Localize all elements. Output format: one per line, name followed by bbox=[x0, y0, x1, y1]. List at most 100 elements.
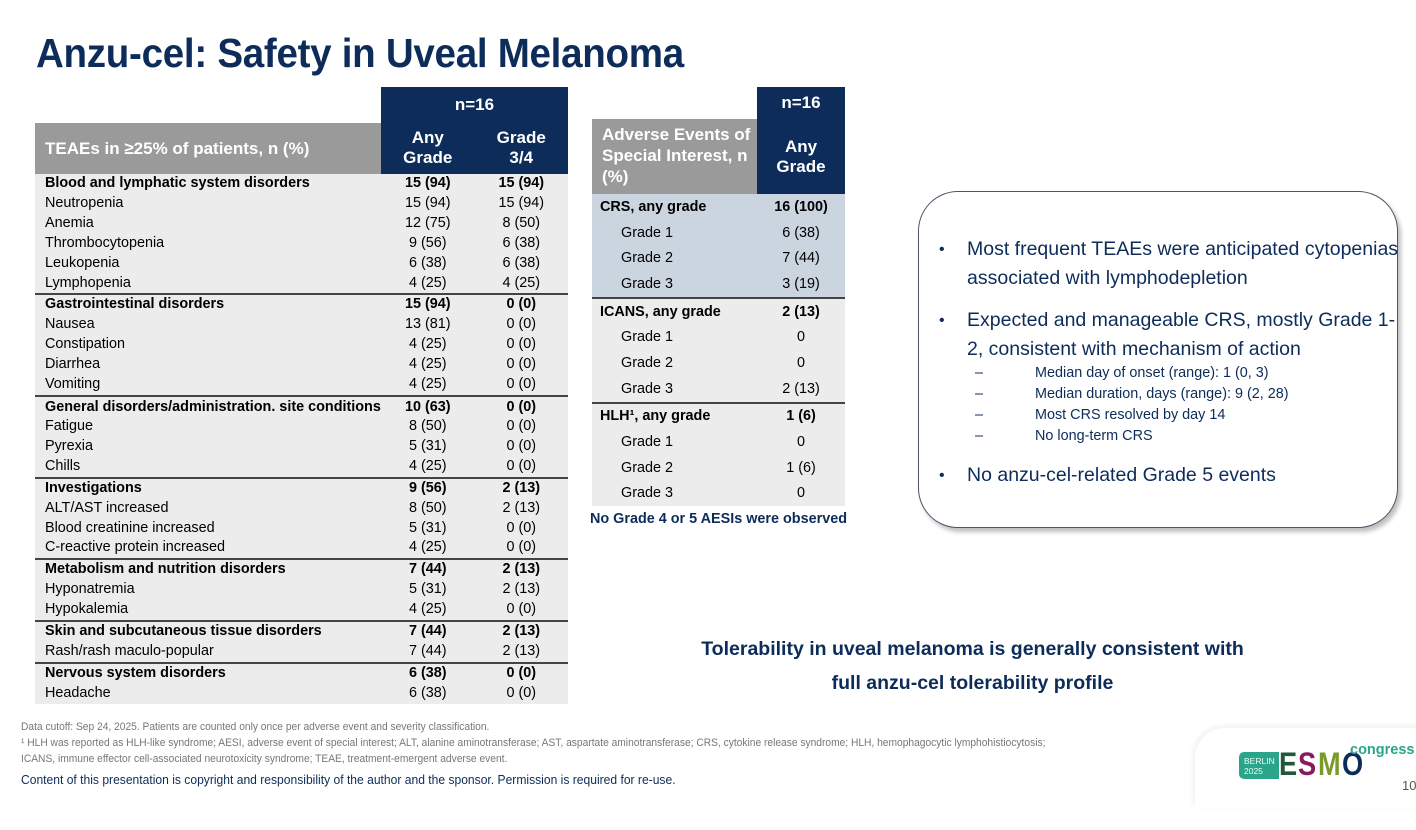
teae-event-name: General disorders/administration. site c… bbox=[45, 398, 381, 415]
teae-row: Leukopenia 6 (38) 6 (38) bbox=[35, 254, 568, 274]
teae-any-grade: 6 (38) bbox=[408, 664, 447, 681]
teae-row: C-reactive protein increased 4 (25) 0 (0) bbox=[35, 538, 568, 558]
teae-row: Constipation 4 (25) 0 (0) bbox=[35, 335, 568, 355]
aesi-any-grade: 2 (13) bbox=[782, 380, 820, 397]
teae-any-grade: 5 (31) bbox=[408, 581, 447, 598]
teae-event-name: Anemia bbox=[45, 214, 94, 231]
esmo-letter: O bbox=[1342, 746, 1363, 782]
key-findings-box: • Most frequent TEAEs were anticipated c… bbox=[918, 191, 1398, 528]
teae-event-name: Hypokalemia bbox=[45, 601, 129, 618]
teae-event-name: Investigations bbox=[45, 479, 142, 496]
aesi-event-name: Grade 1 bbox=[621, 434, 673, 451]
teae-grade-3-4: 2 (13) bbox=[502, 642, 541, 659]
esmo-congress-label: congress bbox=[1350, 742, 1415, 758]
teae-category-row: General disorders/administration. site c… bbox=[35, 397, 568, 417]
esmo-berlin-badge: BERLIN 2025 bbox=[1239, 752, 1279, 779]
teae-event-name: Headache bbox=[45, 684, 111, 701]
esmo-letter: S bbox=[1298, 746, 1316, 782]
teae-group: Metabolism and nutrition disorders 7 (44)… bbox=[35, 558, 568, 620]
teae-table-body: Blood and lymphatic system disorders 15 (… bbox=[35, 174, 568, 704]
teae-row: Diarrhea 4 (25) 0 (0) bbox=[35, 355, 568, 375]
teae-grade-3-4: 0 (0) bbox=[506, 376, 537, 393]
teae-grade-3-4: 0 (0) bbox=[506, 316, 537, 333]
aesi-grade-row: Grade 2 0 bbox=[592, 350, 845, 376]
teae-row: Nausea 13 (81) 0 (0) bbox=[35, 315, 568, 335]
teae-grade-3-4: 0 (0) bbox=[506, 417, 537, 434]
teae-any-grade: 15 (94) bbox=[404, 194, 451, 211]
teae-row: Hypokalemia 4 (25) 0 (0) bbox=[35, 600, 568, 620]
teae-event-name: Pyrexia bbox=[45, 437, 93, 454]
teae-col-grade-3-4: Grade 3/4 bbox=[474, 122, 568, 174]
teae-event-name: Neutropenia bbox=[45, 194, 124, 211]
teae-any-grade: 13 (81) bbox=[404, 316, 451, 333]
teae-row: Blood creatinine increased 5 (31) 0 (0) bbox=[35, 519, 568, 539]
aesi-event-name: ICANS, any grade bbox=[600, 303, 721, 320]
aesi-event-name: Grade 2 bbox=[621, 459, 673, 476]
aesi-group: ICANS, any grade 2 (13) Grade 1 0 Grade 2 0 Gr… bbox=[592, 296, 845, 402]
teae-column-header: TEAEs in ≥25% of patients, n (%) Any Gra… bbox=[35, 122, 568, 174]
aesi-header-label: Adverse Events of Special Interest, n (%… bbox=[592, 119, 757, 194]
aesi-any-grade: 7 (44) bbox=[782, 250, 820, 267]
aesi-column-header: Adverse Events of Special Interest, n (%… bbox=[592, 119, 845, 194]
teae-row: Pyrexia 5 (31) 0 (0) bbox=[35, 437, 568, 457]
aesi-any-grade: 0 bbox=[796, 485, 805, 502]
footnote-line-2: ¹ HLH was reported as HLH-like syndrome;… bbox=[21, 737, 1046, 749]
aesi-grade-row: Grade 3 2 (13) bbox=[592, 376, 845, 402]
teae-category-row: Nervous system disorders 6 (38) 0 (0) bbox=[35, 664, 568, 684]
teae-grade-3-4: 15 (94) bbox=[498, 194, 545, 211]
teae-event-name: Rash/rash maculo-popular bbox=[45, 642, 214, 659]
aesi-any-grade: 1 (6) bbox=[786, 408, 816, 425]
teae-event-name: Vomiting bbox=[45, 376, 101, 393]
aesi-event-name: Grade 2 bbox=[621, 250, 673, 267]
teae-grade-3-4: 2 (13) bbox=[502, 623, 541, 640]
teae-event-name: Blood and lymphatic system disorders bbox=[45, 175, 310, 191]
teae-grade-3-4: 0 (0) bbox=[506, 296, 537, 313]
teae-grade-3-4: 0 (0) bbox=[506, 336, 537, 353]
teae-row: Chills 4 (25) 0 (0) bbox=[35, 457, 568, 477]
aesi-event-name: Grade 2 bbox=[621, 354, 673, 371]
aesi-any-grade: 1 (6) bbox=[786, 459, 816, 476]
teae-group: Nervous system disorders 6 (38) 0 (0) Heada… bbox=[35, 661, 568, 704]
teae-n-header: n=16 bbox=[381, 87, 568, 122]
aesi-group: HLH¹, any grade 1 (6) Grade 1 0 Grade 2 1 (6)… bbox=[592, 401, 845, 507]
teae-category-row: Metabolism and nutrition disorders 7 (44)… bbox=[35, 560, 568, 580]
teae-event-name: Fatigue bbox=[45, 417, 93, 434]
teae-category-row: Blood and lymphatic system disorders 15 (… bbox=[35, 174, 568, 194]
teae-group: Skin and subcutaneous tissue disorders 7 … bbox=[35, 620, 568, 662]
aesi-any-grade: 2 (13) bbox=[782, 303, 820, 320]
aesi-any-grade: 3 (19) bbox=[782, 275, 820, 292]
teae-grade-3-4: 15 (94) bbox=[498, 175, 545, 191]
aesi-note: No Grade 4 or 5 AESIs were observed bbox=[590, 511, 848, 527]
teae-any-grade: 5 (31) bbox=[408, 519, 447, 536]
teae-group: Gastrointestinal disorders 15 (94) 0 (0) Na… bbox=[35, 293, 568, 395]
teae-any-grade: 4 (25) bbox=[408, 376, 447, 393]
teae-event-name: Lymphopenia bbox=[45, 274, 131, 291]
teae-event-name: Hyponatremia bbox=[45, 581, 135, 598]
aesi-event-name: CRS, any grade bbox=[600, 198, 707, 215]
teae-row: Vomiting 4 (25) 0 (0) bbox=[35, 375, 568, 395]
teae-grade-3-4: 0 (0) bbox=[506, 601, 537, 618]
dash-icon: – bbox=[975, 407, 984, 423]
bullet-dot-icon: • bbox=[939, 241, 945, 258]
dash-icon: – bbox=[975, 428, 984, 444]
aesi-any-grade: 0 bbox=[796, 434, 805, 451]
teae-any-grade: 12 (75) bbox=[404, 214, 451, 231]
teae-row: Headache 6 (38) 0 (0) bbox=[35, 684, 568, 704]
teae-event-name: ALT/AST increased bbox=[45, 499, 169, 516]
aesi-event-name: Grade 1 bbox=[621, 224, 673, 241]
teae-event-name: Nausea bbox=[45, 316, 95, 333]
aesi-category-row: CRS, any grade 16 (100) bbox=[592, 194, 845, 220]
aesi-col-any-grade: Any Grade bbox=[757, 119, 845, 194]
teae-grade-3-4: 0 (0) bbox=[506, 457, 537, 474]
teae-any-grade: 15 (94) bbox=[404, 296, 451, 313]
teae-any-grade: 9 (56) bbox=[408, 479, 447, 496]
teae-row: Anemia 12 (75) 8 (50) bbox=[35, 214, 568, 234]
teae-grade-3-4: 4 (25) bbox=[502, 274, 541, 291]
aesi-event-name: Grade 3 bbox=[621, 485, 673, 502]
teae-event-name: Skin and subcutaneous tissue disorders bbox=[45, 623, 322, 640]
teae-grade-3-4: 0 (0) bbox=[506, 398, 537, 415]
aesi-n-header: n=16 bbox=[757, 87, 845, 119]
